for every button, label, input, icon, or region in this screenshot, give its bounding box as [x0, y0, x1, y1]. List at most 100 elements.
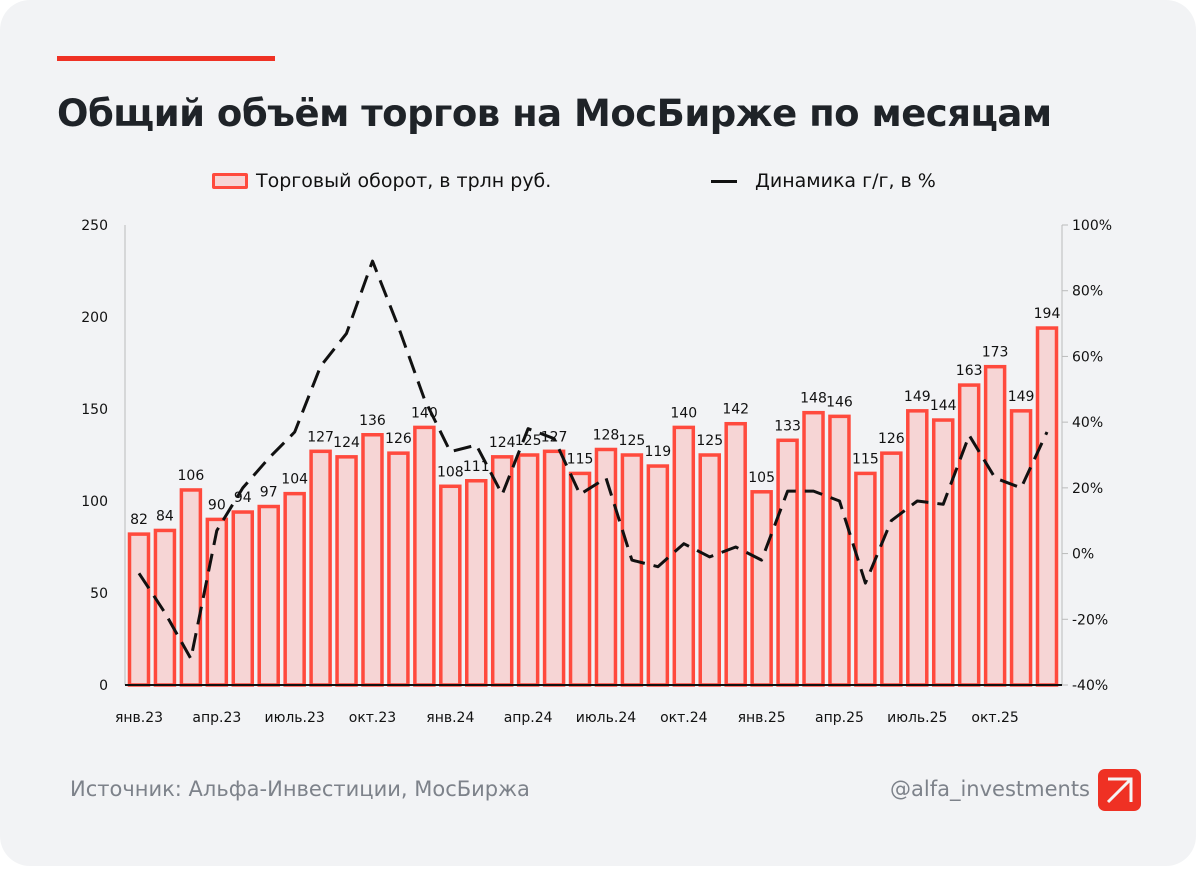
- bar-data-label: 136: [359, 413, 386, 429]
- bar: [439, 484, 462, 687]
- bar-data-label: 140: [670, 405, 697, 421]
- yoy-line: [137, 259, 1049, 661]
- bar: [983, 364, 1007, 687]
- bar: [309, 449, 332, 687]
- bar-data-label: 106: [178, 468, 205, 484]
- social-handle: @alfa_investments: [890, 777, 1090, 801]
- y-left-tick-label: 150: [81, 402, 108, 418]
- bar: [283, 491, 306, 687]
- bar-data-label: 173: [982, 345, 1009, 361]
- y-left-tick-label: 200: [81, 310, 108, 326]
- bar: [465, 479, 488, 687]
- x-tick-label: окт.25: [971, 710, 1018, 726]
- bar-data-label: 124: [489, 435, 516, 451]
- bar-data-label: 126: [878, 431, 905, 447]
- bar: [1009, 409, 1033, 687]
- alfa-logo-icon: [1098, 769, 1141, 811]
- x-tick-label: янв.25: [738, 710, 786, 726]
- bar-data-label: 84: [156, 508, 174, 524]
- bar-data-label: 94: [234, 490, 252, 506]
- bar: [750, 490, 773, 687]
- bar: [361, 433, 384, 687]
- bar-data-label: 97: [260, 485, 278, 501]
- bar-data-label: 126: [385, 431, 412, 447]
- bar: [620, 453, 644, 687]
- y-right-tick-label: 100%: [1072, 218, 1112, 234]
- bar-data-label: 125: [619, 433, 646, 449]
- bar-data-label: 163: [956, 363, 983, 379]
- bar-data-label: 105: [748, 470, 775, 486]
- x-tick-label: июль.25: [887, 710, 947, 726]
- y-right-tick-label: 60%: [1072, 349, 1103, 365]
- bar: [880, 451, 903, 687]
- bar-data-label: 124: [333, 435, 360, 451]
- bar-data-label: 111: [463, 459, 490, 475]
- bar-data-label: 90: [208, 497, 226, 513]
- legend-item-bars: Торговый оборот, в трлн руб.: [212, 170, 551, 192]
- bar-data-label: 125: [515, 433, 542, 449]
- x-tick-label: янв.24: [426, 710, 474, 726]
- bar: [931, 418, 955, 687]
- y-right-tick-label: -20%: [1072, 612, 1108, 628]
- bar-data-label: 128: [593, 427, 620, 443]
- x-tick-label: окт.23: [349, 710, 396, 726]
- bar: [205, 517, 229, 687]
- bar: [413, 425, 436, 687]
- legend-line-swatch: [711, 179, 737, 183]
- y-right-tick-label: 80%: [1072, 284, 1103, 300]
- x-tick-label: апр.23: [192, 710, 241, 726]
- bar-data-label: 104: [281, 472, 308, 488]
- bar: [153, 528, 177, 687]
- bar-data-label: 119: [644, 444, 671, 460]
- bar: [257, 504, 280, 687]
- bar-data-label: 146: [826, 394, 853, 410]
- bar-data-label: 133: [774, 418, 801, 434]
- bar-data-label: 144: [930, 398, 957, 414]
- bar: [776, 438, 799, 687]
- bar-data-label: 115: [852, 451, 879, 467]
- source-note: Источник: Альфа-Инвестиции, МосБиржа: [70, 777, 530, 801]
- y-right-tick-label: 0%: [1072, 547, 1094, 563]
- bar: [1035, 326, 1059, 687]
- chart-title: Общий объём торгов на МосБирже по месяца…: [57, 92, 1052, 135]
- x-tick-label: июль.23: [264, 710, 324, 726]
- accent-line: [57, 56, 275, 61]
- legend-item-line: Динамика г/г, в %: [711, 170, 936, 192]
- legend-label: Динамика г/г, в %: [755, 170, 936, 192]
- y-right-tick-label: 40%: [1072, 415, 1103, 431]
- bar: [568, 471, 592, 687]
- bar-data-label: 149: [904, 389, 931, 405]
- bar: [724, 421, 747, 687]
- bar-data-label: 82: [130, 512, 148, 528]
- legend-bar-swatch: [212, 173, 248, 189]
- bar-data-label: 142: [722, 402, 749, 418]
- x-tick-label: апр.24: [504, 710, 553, 726]
- bar: [906, 409, 929, 687]
- bar: [387, 451, 410, 687]
- bar: [672, 425, 696, 687]
- bar: [698, 453, 721, 687]
- bar: [594, 447, 618, 687]
- bar-data-label: 125: [696, 433, 723, 449]
- bar: [231, 510, 255, 687]
- x-tick-label: окт.24: [660, 710, 708, 726]
- y-left-tick-label: 100: [81, 494, 108, 510]
- bar: [335, 455, 358, 687]
- y-left-tick-label: 250: [81, 218, 108, 234]
- bar: [646, 464, 670, 687]
- bar: [516, 453, 540, 687]
- y-right-tick-label: -40%: [1072, 678, 1108, 694]
- x-tick-label: апр.25: [815, 710, 864, 726]
- bar-data-label: 115: [567, 451, 594, 467]
- bar-data-label: 148: [800, 391, 827, 407]
- bar-data-label: 194: [1034, 306, 1061, 322]
- bar: [802, 410, 825, 687]
- bar: [542, 449, 566, 687]
- bar: [828, 414, 851, 687]
- x-tick-label: янв.23: [115, 710, 163, 726]
- legend-label: Торговый оборот, в трлн руб.: [256, 170, 552, 192]
- y-left-tick-label: 50: [90, 586, 108, 602]
- bar-data-label: 149: [1008, 389, 1035, 405]
- bar-data-label: 108: [437, 464, 464, 480]
